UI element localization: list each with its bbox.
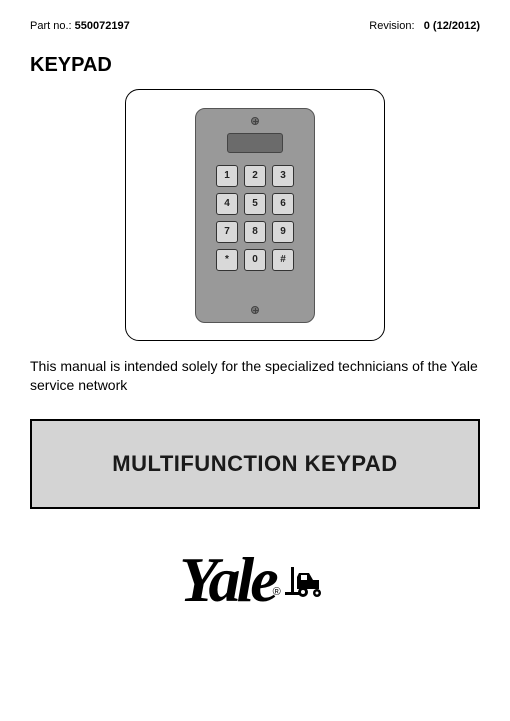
- intro-text: This manual is intended solely for the s…: [30, 357, 480, 395]
- key-6: 6: [272, 193, 294, 215]
- revision: Revision: 0 (12/2012): [369, 20, 480, 32]
- yale-logo: Yale ®: [179, 551, 331, 609]
- screw-icon: [251, 117, 259, 125]
- part-number: Part no.: 550072197: [30, 20, 130, 32]
- key-3: 3: [272, 165, 294, 187]
- keypad-display: [227, 133, 283, 153]
- keypad-device: 1 2 3 4 5 6 7 8 9 * 0 #: [195, 108, 315, 323]
- figure-frame: 1 2 3 4 5 6 7 8 9 * 0 #: [125, 89, 385, 341]
- title-banner: MULTIFUNCTION KEYPAD: [30, 419, 480, 509]
- key-4: 4: [216, 193, 238, 215]
- forklift-icon: [285, 565, 331, 604]
- part-label: Part no.:: [30, 20, 72, 32]
- registered-mark: ®: [273, 586, 281, 598]
- part-number-value: 550072197: [75, 20, 130, 32]
- banner-text: MULTIFUNCTION KEYPAD: [112, 451, 397, 477]
- key-2: 2: [244, 165, 266, 187]
- brand-logo: Yale ®: [30, 551, 480, 609]
- document-header: Part no.: 550072197 Revision: 0 (12/2012…: [30, 20, 480, 32]
- revision-value: 0 (12/2012): [424, 20, 480, 32]
- screw-icon: [251, 306, 259, 314]
- key-1: 1: [216, 165, 238, 187]
- key-7: 7: [216, 221, 238, 243]
- key-5: 5: [244, 193, 266, 215]
- key-hash: #: [272, 249, 294, 271]
- keypad-keys: 1 2 3 4 5 6 7 8 9 * 0 #: [216, 165, 294, 271]
- logo-text: Yale: [179, 551, 274, 609]
- page-title: KEYPAD: [30, 54, 480, 77]
- key-0: 0: [244, 249, 266, 271]
- keypad-figure: 1 2 3 4 5 6 7 8 9 * 0 #: [30, 89, 480, 341]
- revision-label: Revision:: [369, 20, 414, 32]
- key-9: 9: [272, 221, 294, 243]
- key-8: 8: [244, 221, 266, 243]
- key-star: *: [216, 249, 238, 271]
